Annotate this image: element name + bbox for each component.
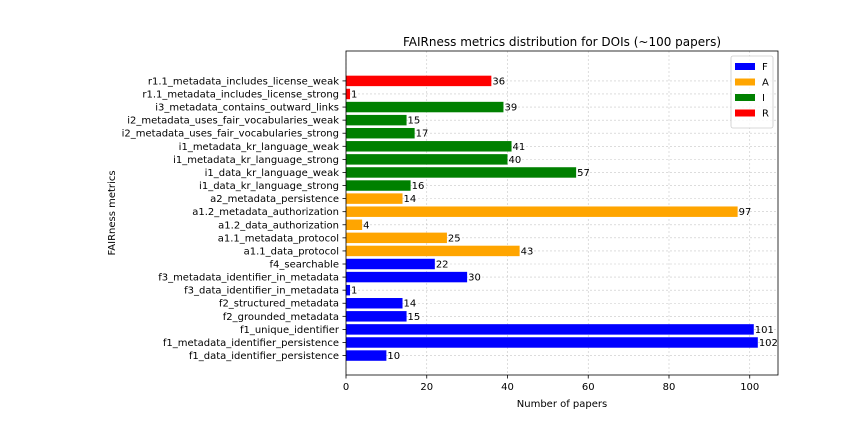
legend-label: R: [762, 109, 769, 120]
bar-i: [346, 101, 504, 113]
bar-value-label: 102: [759, 338, 778, 349]
bar-a: [346, 193, 403, 204]
bar-f: [346, 350, 387, 361]
y-tick-label: f1_metadata_identifier_persistence: [163, 338, 339, 349]
bar-value-label: 4: [363, 220, 369, 231]
y-tick-label: i2_metadata_uses_fair_vocabularies_weak: [127, 116, 339, 127]
bar-value-label: 57: [577, 168, 590, 179]
y-tick-label: a1.2_metadata_authorization: [192, 207, 339, 218]
bar-value-label: 40: [508, 155, 521, 166]
y-axis-label: FAIRness metrics: [107, 170, 118, 255]
bar-f: [346, 298, 403, 309]
y-tick-label: r1.1_metadata_includes_license_weak: [148, 76, 339, 87]
y-tick-label: f1_data_identifier_persistence: [189, 351, 339, 362]
y-tick-label: f4_searchable: [269, 260, 339, 271]
chart-title: FAIRness metrics distribution for DOIs (…: [403, 35, 721, 49]
bar-f: [346, 271, 468, 283]
bar-f: [346, 284, 351, 296]
x-axis-label: Number of papers: [517, 399, 607, 410]
legend-swatch-r: [735, 109, 755, 117]
x-tick-label: 0: [343, 382, 349, 393]
bar-value-label: 14: [404, 194, 417, 205]
legend-label: F: [762, 62, 768, 73]
x-tick-label: 100: [740, 382, 759, 393]
bar-f: [346, 324, 754, 335]
y-tick-label: f2_grounded_metadata: [223, 312, 339, 323]
plot-area-frame: [345, 50, 779, 376]
bar-a: [346, 245, 520, 257]
y-tick-label: i3_metadata_contains_outward_links: [155, 103, 339, 114]
bar-i: [346, 127, 415, 139]
y-tick-label: f3_metadata_identifier_in_metadata: [158, 273, 339, 284]
bar-value-label: 1: [351, 89, 357, 100]
bar-a: [346, 206, 738, 217]
bar-f: [346, 258, 435, 270]
y-tick-label: f3_data_identifier_in_metadata: [184, 286, 339, 297]
x-tick-label: 80: [663, 382, 676, 393]
bar-value-label: 10: [387, 351, 400, 362]
legend-label: I: [762, 93, 765, 104]
y-tick-label: a2_metadata_persistence: [210, 194, 339, 205]
bar-f: [346, 311, 407, 322]
y-tick-label: r1.1_metadata_includes_license_strong: [142, 89, 339, 100]
bar-value-label: 1: [351, 286, 357, 297]
y-tick-label: i1_data_kr_language_strong: [199, 181, 339, 192]
bars-layer: [346, 75, 758, 361]
legend-label: A: [762, 78, 769, 89]
labels-layer: 0 20 40 60 80 100 10 f1_data_identifier_persist…: [122, 76, 778, 393]
y-tick-label: f2_structured_metadata: [219, 299, 339, 310]
legend: FAIR: [730, 55, 774, 129]
bar-r: [346, 88, 351, 100]
bar-i: [346, 154, 508, 165]
y-tick-label: a1.1_metadata_protocol: [218, 233, 339, 244]
x-tick-label: 60: [582, 382, 595, 393]
bar-value-label: 43: [521, 246, 534, 257]
bar-value-label: 16: [412, 181, 425, 192]
y-tick-label: f1_unique_identifier: [240, 325, 340, 336]
bar-value-label: 15: [408, 312, 421, 323]
y-tick-label: i2_metadata_uses_fair_vocabularies_stron…: [122, 129, 339, 140]
bar-value-label: 15: [408, 116, 421, 127]
bar-value-label: 14: [404, 299, 417, 310]
bar-a: [346, 219, 363, 231]
x-tick-label: 20: [420, 382, 433, 393]
legend-swatch-f: [735, 63, 755, 70]
bar-value-label: 25: [448, 233, 461, 244]
y-tick-label: i1_metadata_kr_language_weak: [179, 142, 340, 153]
y-tick-label: a1.2_data_authorization: [218, 220, 339, 231]
bar-i: [346, 180, 411, 191]
bar-value-label: 30: [468, 273, 481, 284]
bar-value-label: 97: [739, 207, 752, 218]
bar-a: [346, 232, 447, 244]
bar-value-label: 41: [513, 142, 526, 153]
bar-value-label: 36: [492, 76, 505, 87]
bar-value-label: 101: [755, 325, 774, 336]
bar-value-label: 17: [416, 129, 429, 140]
legend-swatch-a: [735, 78, 755, 86]
bar-r: [346, 75, 492, 87]
y-tick-label: i1_metadata_kr_language_strong: [173, 155, 339, 166]
y-tick-label: i1_data_kr_language_weak: [205, 168, 340, 179]
x-tick-label: 40: [501, 382, 514, 393]
bar-value-label: 39: [504, 103, 517, 114]
bar-i: [346, 167, 577, 178]
y-tick-label: a1.1_data_protocol: [244, 246, 339, 257]
bar-value-label: 22: [436, 260, 449, 271]
bar-i: [346, 141, 512, 152]
bar-i: [346, 114, 407, 126]
legend-swatch-i: [735, 94, 755, 101]
bar-f: [346, 337, 758, 348]
